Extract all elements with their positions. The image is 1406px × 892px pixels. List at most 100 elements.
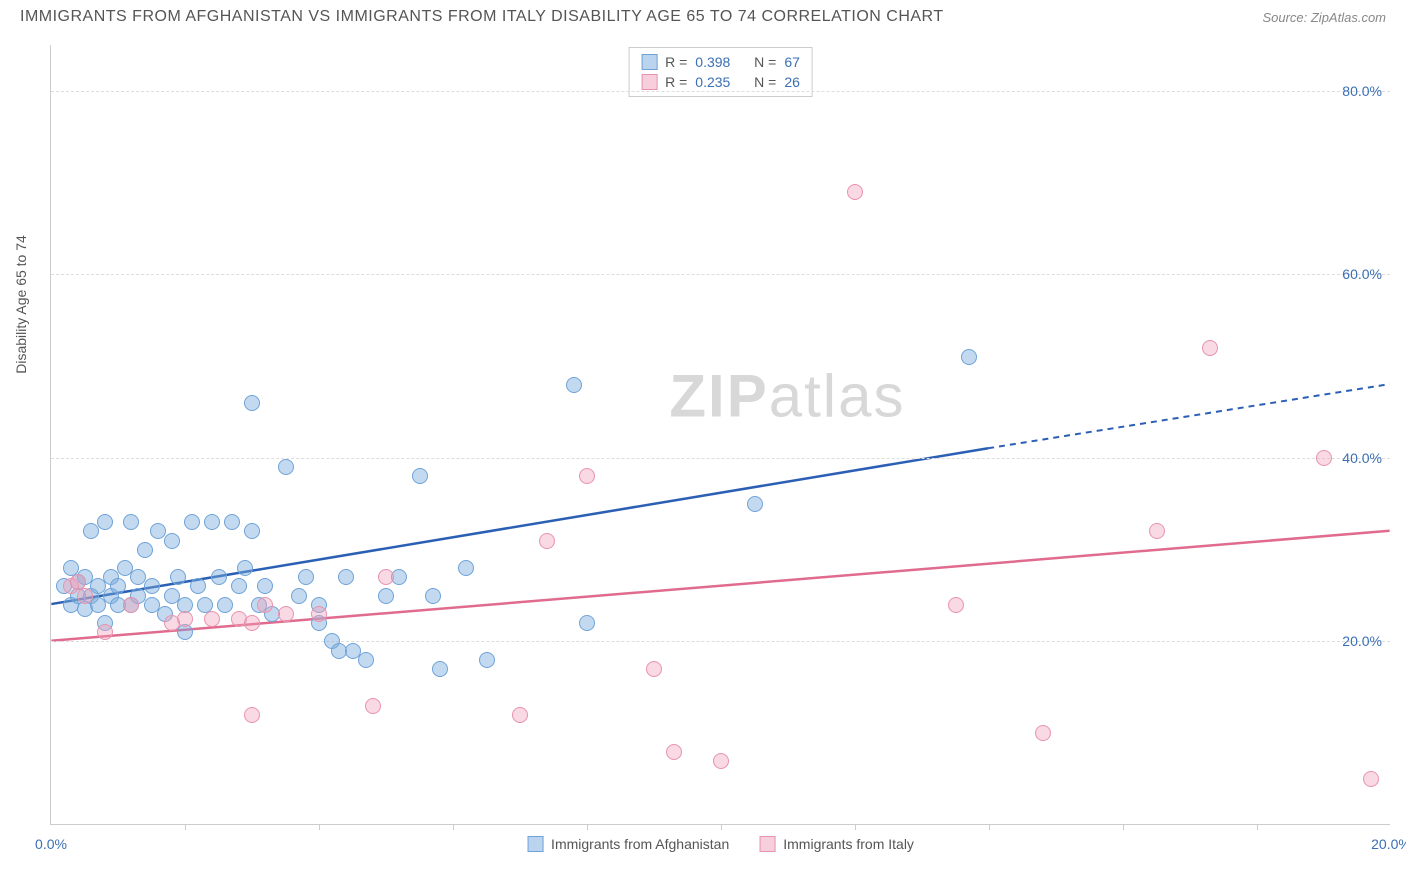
data-point	[257, 597, 273, 613]
source-attribution: Source: ZipAtlas.com	[1262, 10, 1386, 25]
y-tick-label: 60.0%	[1342, 266, 1382, 282]
data-point	[961, 349, 977, 365]
legend-stats: R = 0.398 N = 67 R = 0.235 N = 26	[628, 47, 813, 97]
data-point	[566, 377, 582, 393]
data-point	[204, 611, 220, 627]
legend-series: Immigrants from Afghanistan Immigrants f…	[527, 836, 914, 852]
n-label: N =	[754, 74, 776, 90]
x-tick-mark	[1123, 824, 1124, 830]
watermark-light: atlas	[769, 362, 906, 429]
data-point	[479, 652, 495, 668]
watermark-bold: ZIP	[669, 362, 768, 429]
data-point	[412, 468, 428, 484]
data-point	[137, 542, 153, 558]
data-point	[177, 611, 193, 627]
y-tick-label: 40.0%	[1342, 450, 1382, 466]
data-point	[123, 514, 139, 530]
x-tick-mark	[721, 824, 722, 830]
x-tick-mark	[587, 824, 588, 830]
data-point	[365, 698, 381, 714]
data-point	[512, 707, 528, 723]
scatter-chart: Disability Age 65 to 74 ZIPatlas R = 0.3…	[50, 45, 1390, 825]
data-point	[110, 578, 126, 594]
grid-line	[51, 91, 1390, 92]
swatch-pink	[641, 74, 657, 90]
data-point	[77, 588, 93, 604]
x-tick-mark	[319, 824, 320, 830]
data-point	[291, 588, 307, 604]
r-label: R =	[665, 74, 687, 90]
x-tick-label: 20.0%	[1371, 836, 1406, 852]
r-label: R =	[665, 54, 687, 70]
data-point	[579, 468, 595, 484]
data-point	[244, 707, 260, 723]
y-tick-label: 20.0%	[1342, 633, 1382, 649]
grid-line	[51, 274, 1390, 275]
data-point	[338, 569, 354, 585]
data-point	[237, 560, 253, 576]
data-point	[1035, 725, 1051, 741]
data-point	[177, 624, 193, 640]
data-point	[144, 578, 160, 594]
data-point	[1363, 771, 1379, 787]
legend-item-afghanistan: Immigrants from Afghanistan	[527, 836, 729, 852]
data-point	[646, 661, 662, 677]
data-point	[244, 395, 260, 411]
y-tick-label: 80.0%	[1342, 83, 1382, 99]
data-point	[378, 569, 394, 585]
swatch-pink	[759, 836, 775, 852]
data-point	[97, 624, 113, 640]
data-point	[747, 496, 763, 512]
data-point	[278, 606, 294, 622]
data-point	[278, 459, 294, 475]
data-point	[164, 533, 180, 549]
data-point	[204, 514, 220, 530]
data-point	[358, 652, 374, 668]
x-tick-mark	[1257, 824, 1258, 830]
n-label: N =	[754, 54, 776, 70]
data-point	[1316, 450, 1332, 466]
data-point	[97, 514, 113, 530]
data-point	[224, 514, 240, 530]
data-point	[425, 588, 441, 604]
n-value-blue: 67	[784, 54, 800, 70]
r-value-blue: 0.398	[695, 54, 730, 70]
data-point	[298, 569, 314, 585]
x-tick-mark	[989, 824, 990, 830]
grid-line	[51, 641, 1390, 642]
series-label-italy: Immigrants from Italy	[783, 836, 914, 852]
data-point	[217, 597, 233, 613]
data-point	[231, 578, 247, 594]
data-point	[378, 588, 394, 604]
x-tick-mark	[855, 824, 856, 830]
watermark: ZIPatlas	[669, 361, 905, 430]
data-point	[458, 560, 474, 576]
x-tick-mark	[185, 824, 186, 830]
swatch-blue	[527, 836, 543, 852]
data-point	[244, 615, 260, 631]
legend-row-italy: R = 0.235 N = 26	[641, 72, 800, 92]
chart-title: IMMIGRANTS FROM AFGHANISTAN VS IMMIGRANT…	[20, 8, 944, 26]
data-point	[539, 533, 555, 549]
data-point	[1149, 523, 1165, 539]
x-tick-mark	[453, 824, 454, 830]
data-point	[244, 523, 260, 539]
grid-line	[51, 458, 1390, 459]
data-point	[257, 578, 273, 594]
data-point	[1202, 340, 1218, 356]
data-point	[184, 514, 200, 530]
series-label-afghanistan: Immigrants from Afghanistan	[551, 836, 729, 852]
data-point	[579, 615, 595, 631]
y-axis-label: Disability Age 65 to 74	[13, 235, 29, 374]
legend-item-italy: Immigrants from Italy	[759, 836, 914, 852]
data-point	[948, 597, 964, 613]
data-point	[170, 569, 186, 585]
data-point	[311, 606, 327, 622]
legend-row-afghanistan: R = 0.398 N = 67	[641, 52, 800, 72]
data-point	[847, 184, 863, 200]
data-point	[713, 753, 729, 769]
n-value-pink: 26	[784, 74, 800, 90]
data-point	[190, 578, 206, 594]
data-point	[211, 569, 227, 585]
x-tick-label: 0.0%	[35, 836, 67, 852]
